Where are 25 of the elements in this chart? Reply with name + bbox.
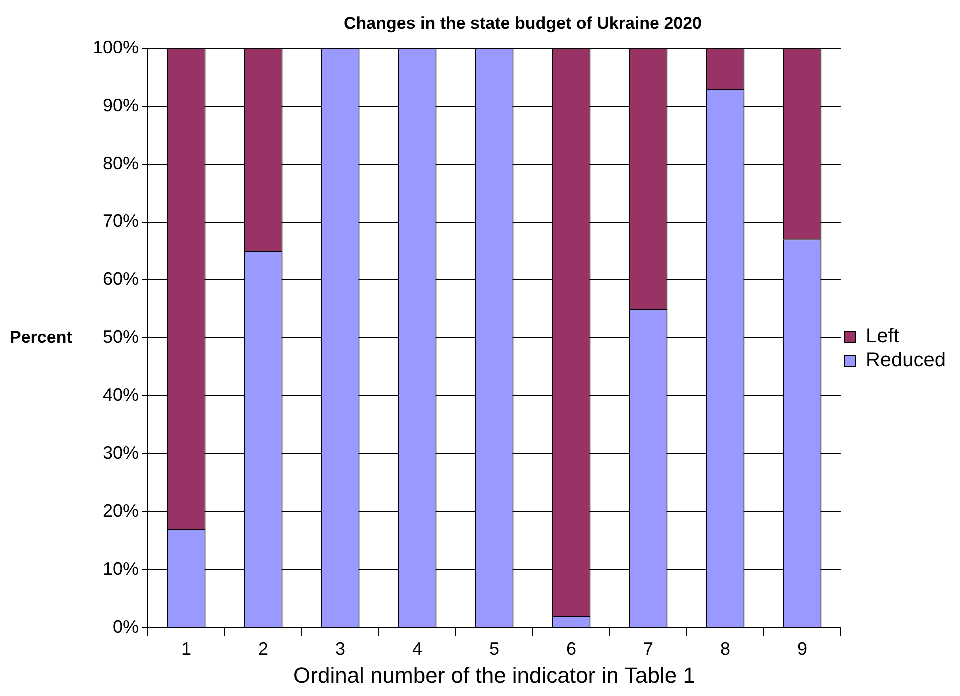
y-tick-label: 40% <box>103 385 140 406</box>
y-tick-label: 0% <box>113 616 140 637</box>
x-tick-label: 4 <box>412 638 423 659</box>
y-tick-label: 50% <box>103 327 140 348</box>
x-tick-label: 2 <box>258 638 269 659</box>
y-tick-label: 80% <box>103 153 140 174</box>
x-tick-label: 1 <box>182 638 192 659</box>
y-tick-label: 100% <box>92 37 140 58</box>
y-tick-label: 70% <box>103 211 140 232</box>
x-tick-label: 6 <box>566 638 576 659</box>
x-tick-label: 3 <box>336 638 346 659</box>
y-tick-label: 30% <box>103 443 140 464</box>
x-tick-label: 7 <box>643 638 654 659</box>
x-tick-label: 5 <box>489 638 500 659</box>
y-tick-label: 20% <box>103 501 140 522</box>
y-tick-label: 10% <box>103 559 140 580</box>
y-axis-title: Percent <box>10 328 73 347</box>
x-axis-title: Ordinal number of the indicator in Table 1 <box>294 662 696 688</box>
y-tick-label: 60% <box>103 269 140 290</box>
x-tick-label: 8 <box>720 638 730 659</box>
y-tick-label: 90% <box>103 95 140 116</box>
chart-title: Changes in the state budget of Ukraine 2020 <box>344 14 702 33</box>
x-tick-label: 9 <box>797 638 808 659</box>
legend-label: Left <box>866 326 900 348</box>
legend-label: Reduced <box>866 350 946 372</box>
